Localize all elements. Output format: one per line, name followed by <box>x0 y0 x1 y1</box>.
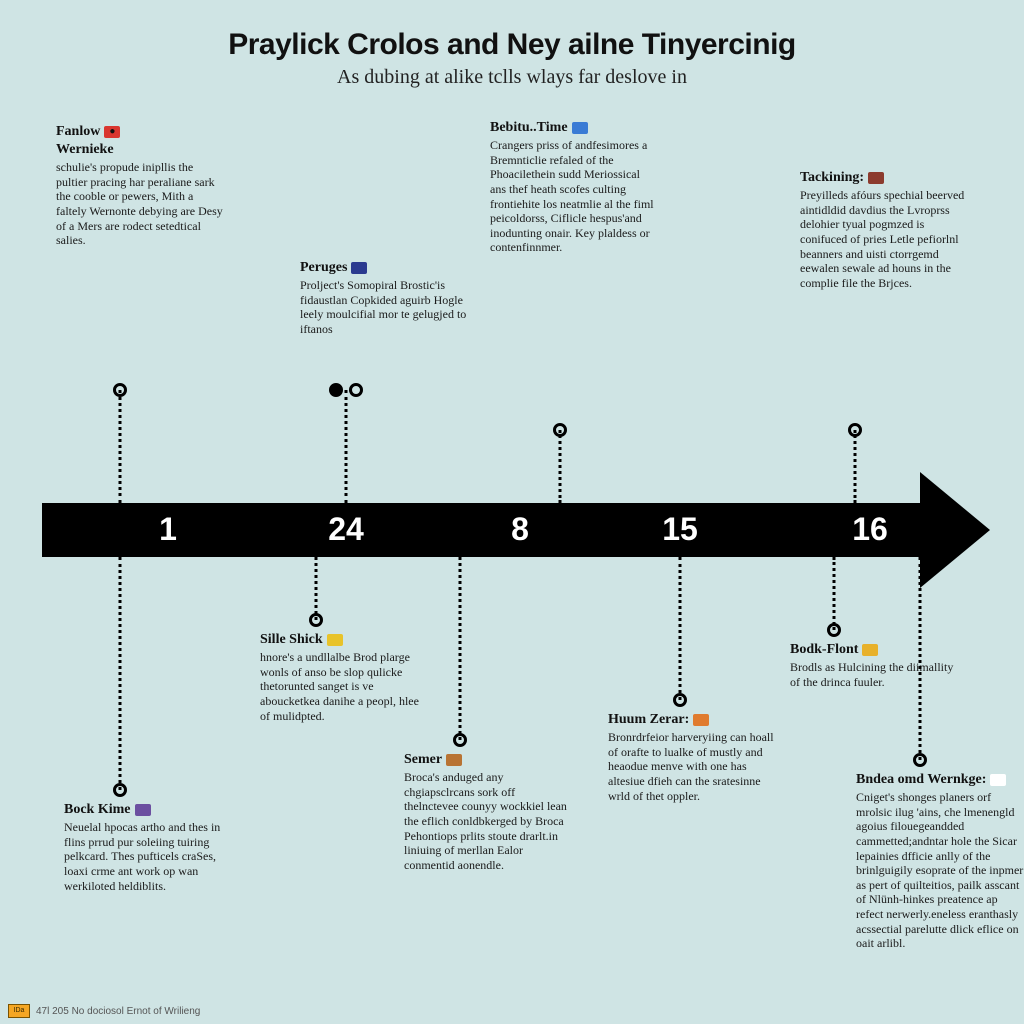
entry-icon: ● <box>104 126 120 138</box>
entry-body: schulie's propude inipllis the pultier p… <box>56 160 224 248</box>
entry-heading-text: Tackining: <box>800 170 864 185</box>
timeline-node <box>553 423 567 437</box>
connector-line <box>459 557 462 740</box>
entry-heading: Bndea omd Wernkge: <box>856 772 1024 788</box>
entry-body: hnore's a undllalbe Brod plarge wonls of… <box>260 650 428 723</box>
entry-heading: Tackining: <box>800 170 968 186</box>
entry-body: Crangers priss of andfesimores a Bremnti… <box>490 138 658 255</box>
timeline-entry: Bebitu..Time Crangers priss of andfesimor… <box>490 120 658 255</box>
timeline-entry: Peruges Prolject's Somopiral Brostic'is f… <box>300 260 468 337</box>
connector-line <box>679 557 682 700</box>
entry-body: Neuelal hpocas artho and thes in flins p… <box>64 820 232 893</box>
timeline-node <box>113 383 127 397</box>
entry-body: Broca's anduged any chgiapsclrcans sork … <box>404 770 572 872</box>
entry-body: Preyilleds afóurs spechial beerved ainti… <box>800 188 968 290</box>
entry-icon <box>572 122 588 134</box>
footer: IDa 47l 205 No dociosol Ernot of Wrilieng <box>8 1004 200 1018</box>
entry-icon <box>868 172 884 184</box>
entry-body: Prolject's Somopiral Brostic'is fidaustl… <box>300 278 468 337</box>
connector-line <box>119 390 122 503</box>
connector-line <box>919 557 922 760</box>
entry-icon <box>693 714 709 726</box>
connector-line <box>119 557 122 790</box>
entry-body: Brodls as Hulcining the diimallity of th… <box>790 660 958 689</box>
connector-line <box>833 557 836 630</box>
timeline-entry: Fanlow ● Wernieke schulie's propude iniplli… <box>56 124 224 248</box>
entry-heading-text: Bebitu..Time <box>490 120 568 135</box>
timeline-entry: Bock Kime Neuelal hpocas artho and thes i… <box>64 802 232 893</box>
entry-icon <box>135 804 151 816</box>
entry-heading-text: Semer <box>404 752 442 767</box>
timeline-entry: Bodk-Flont Brodls as Hulcining the diimal… <box>790 642 958 689</box>
entry-heading-text: Bock Kime <box>64 802 131 817</box>
entry-heading: Bodk-Flont <box>790 642 958 658</box>
timeline-node <box>329 383 343 397</box>
timeline-node <box>349 383 363 397</box>
entry-heading: Huum Zerar: <box>608 712 776 728</box>
entry-icon <box>990 774 1006 786</box>
entry-heading: Sille Shick <box>260 632 428 648</box>
entry-icon <box>446 754 462 766</box>
connector-line <box>854 430 857 503</box>
entry-heading-text: Bodk-Flont <box>790 642 858 657</box>
entry-icon <box>351 262 367 274</box>
timeline-entry: Huum Zerar: Bronrdrfeior harveryiing can … <box>608 712 776 803</box>
footer-text: 47l 205 No dociosol Ernot of Wrilieng <box>36 1006 200 1017</box>
timeline-entry: Semer Broca's anduged any chgiapsclrcans … <box>404 752 572 872</box>
entry-heading: Bock Kime <box>64 802 232 818</box>
connector-line <box>345 390 348 503</box>
timeline-node <box>113 783 127 797</box>
timeline-node <box>913 753 927 767</box>
axis-number: 16 <box>852 511 888 548</box>
entry-heading-text: Peruges <box>300 260 347 275</box>
entry-heading: Peruges <box>300 260 468 276</box>
axis-number: 15 <box>662 511 698 548</box>
connector-line <box>315 557 318 620</box>
entry-heading: Semer <box>404 752 572 768</box>
axis-number: 1 <box>159 511 177 548</box>
axis-number: 24 <box>328 511 364 548</box>
entry-heading-text: Huum Zerar: <box>608 712 689 727</box>
timeline-arrowhead <box>920 472 990 588</box>
entry-heading: Fanlow ● <box>56 124 224 140</box>
connector-line <box>559 430 562 503</box>
timeline-node <box>453 733 467 747</box>
timeline-entry: Bndea omd Wernkge: Cniget's shonges plane… <box>856 772 1024 951</box>
entry-heading-text: Bndea omd Wernkge: <box>856 772 986 787</box>
timeline-infographic: Praylick Crolos and Ney ailne Tinyercini… <box>0 0 1024 1024</box>
entry-heading-2: Wernieke <box>56 142 224 158</box>
page-title: Praylick Crolos and Ney ailne Tinyercini… <box>0 28 1024 62</box>
entry-heading-text: Sille Shick <box>260 632 323 647</box>
timeline-entry: Sille Shick hnore's a undllalbe Brod plar… <box>260 632 428 723</box>
timeline-node <box>673 693 687 707</box>
entry-icon <box>862 644 878 656</box>
timeline-entry: Tackining: Preyilleds afóurs spechial bee… <box>800 170 968 290</box>
timeline-node <box>309 613 323 627</box>
entry-heading-text: Fanlow <box>56 124 100 139</box>
entry-body: Cniget's shonges planers orf mrolsic ilu… <box>856 790 1024 951</box>
entry-body: Bronrdrfeior harveryiing can hoall of or… <box>608 730 776 803</box>
page-subtitle: As dubing at alike tclls wlays far deslo… <box>0 66 1024 89</box>
timeline-node <box>827 623 841 637</box>
entry-icon <box>327 634 343 646</box>
axis-number: 8 <box>511 511 529 548</box>
footer-badge: IDa <box>8 1004 30 1018</box>
timeline-node <box>848 423 862 437</box>
entry-heading: Bebitu..Time <box>490 120 658 136</box>
